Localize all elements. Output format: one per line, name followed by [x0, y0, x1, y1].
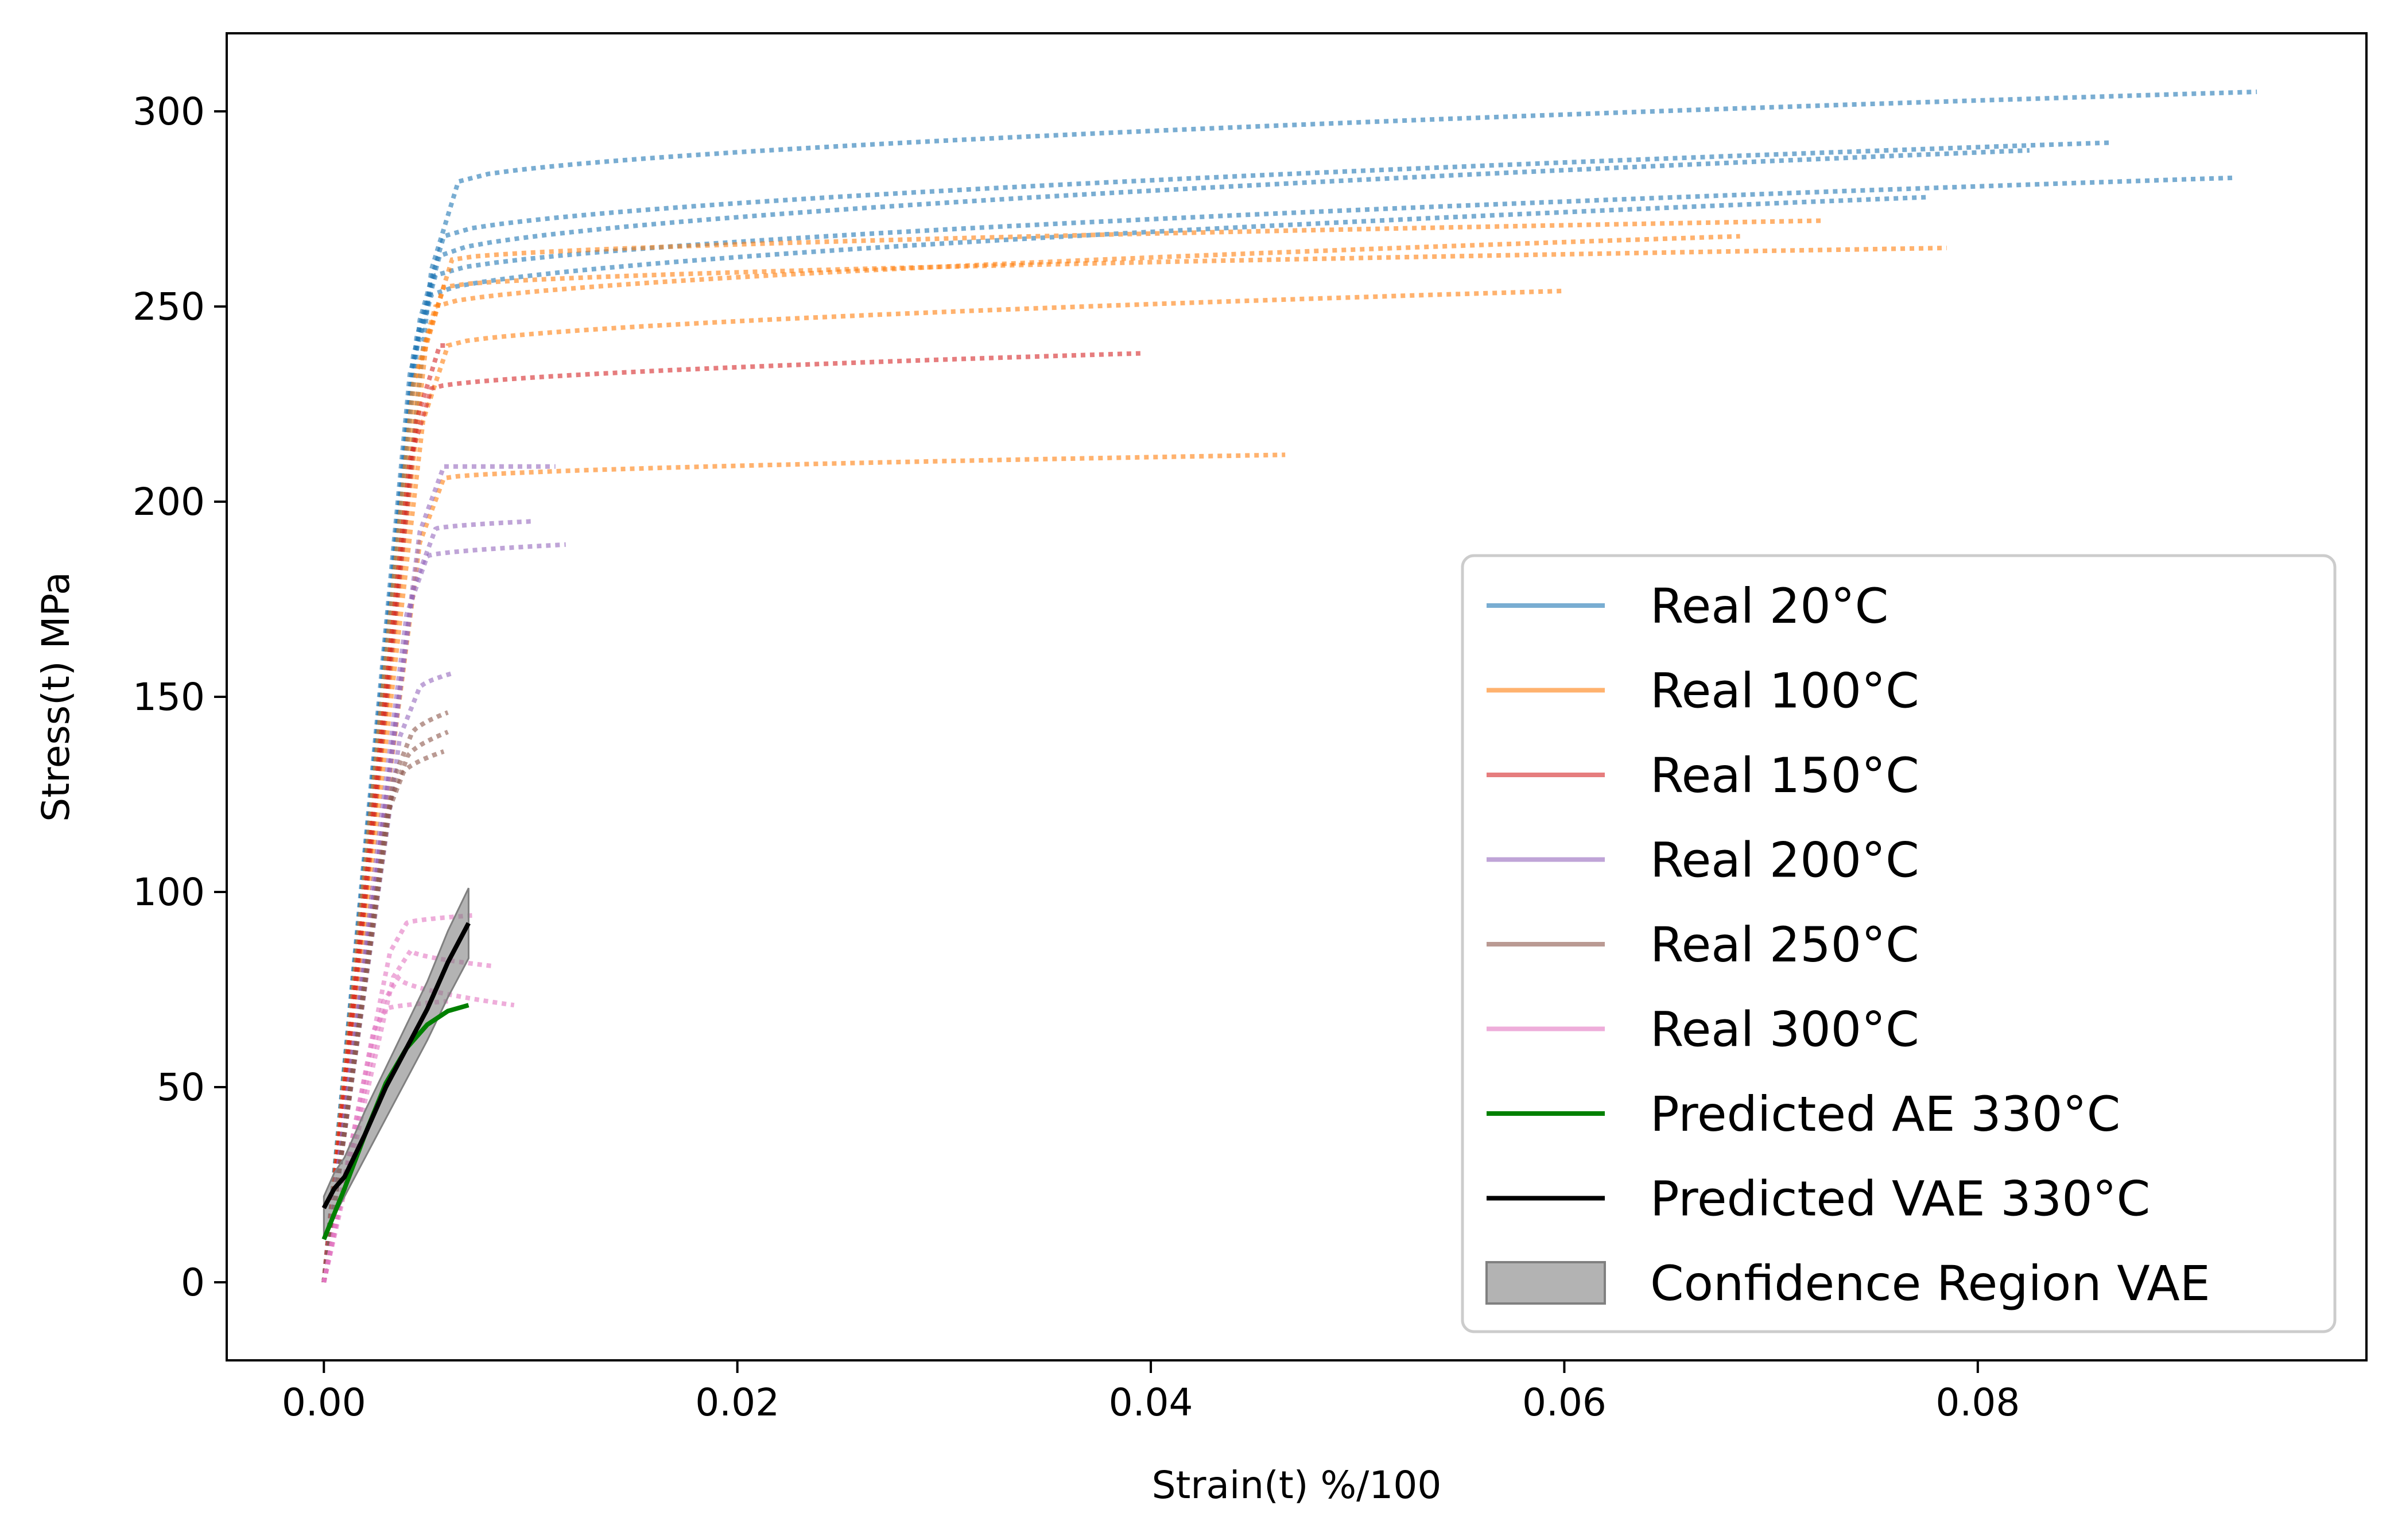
legend-swatch — [1485, 1261, 1606, 1305]
real-curve — [321, 343, 448, 1283]
x-tick-label: 0.06 — [1522, 1380, 1607, 1425]
legend-label: Confidence Region VAE — [1650, 1255, 2210, 1312]
y-tick-label: 0 — [181, 1260, 205, 1305]
legend-entry: Real 150°C — [1487, 747, 1919, 804]
legend-entry: Real 100°C — [1487, 663, 1919, 719]
real-curve — [321, 947, 494, 1283]
real-curve — [321, 246, 1947, 1283]
plot-content — [321, 90, 2257, 1283]
legend-label: Real 100°C — [1650, 663, 1919, 719]
legend-entry: Real 300°C — [1487, 1002, 1919, 1058]
y-axis-ticks: 0 50 100 150 200 250 300 — [133, 90, 227, 1305]
legend-entries: Real 20°C Real 100°C Real 150°C Real 200°C R… — [1485, 578, 2210, 1312]
series-real-group — [321, 464, 566, 1283]
legend: Real 20°C Real 100°C Real 150°C Real 200°C R… — [1461, 554, 2337, 1333]
x-axis-label: Strain(t) %/100 — [1152, 1463, 1442, 1507]
legend-box — [1461, 554, 2337, 1333]
legend-label: Predicted VAE 330°C — [1650, 1171, 2150, 1227]
real-curve — [321, 195, 1926, 1283]
legend-label: Real 250°C — [1650, 917, 1919, 973]
legend-label: Real 200°C — [1650, 832, 1919, 889]
series-real-group — [321, 343, 1141, 1283]
series-real-group — [321, 913, 515, 1283]
real-curve — [321, 710, 449, 1283]
legend-label: Real 20°C — [1650, 578, 1888, 634]
real-curve — [321, 913, 473, 1283]
real-curve — [321, 452, 1286, 1283]
series-real-group — [321, 710, 449, 1283]
legend-entry: Real 250°C — [1487, 917, 1919, 973]
x-tick-label: 0.00 — [282, 1380, 366, 1425]
plot-area — [321, 90, 2257, 1283]
real-curve — [321, 148, 2030, 1283]
y-tick-label: 50 — [157, 1065, 205, 1110]
legend-entry: Predicted VAE 330°C — [1487, 1171, 2150, 1227]
real-curve — [321, 542, 566, 1283]
legend-entry: Predicted AE 330°C — [1487, 1086, 2120, 1142]
y-tick-label: 150 — [133, 675, 205, 719]
legend-entry: Real 20°C — [1487, 578, 1888, 634]
legend-label: Real 300°C — [1650, 1002, 1919, 1058]
real-curve — [321, 749, 445, 1283]
legend-entry: Confidence Region VAE — [1485, 1255, 2210, 1312]
y-tick-label: 250 — [133, 285, 205, 329]
real-curve — [321, 140, 2113, 1283]
real-curve — [321, 999, 448, 1283]
real-curve — [321, 519, 535, 1283]
y-axis-label: Stress(t) MPa — [34, 572, 78, 821]
real-curve — [321, 288, 1565, 1283]
legend-label: Real 150°C — [1650, 747, 1919, 804]
x-tick-label: 0.02 — [695, 1380, 779, 1425]
real-curve — [321, 234, 1740, 1283]
y-tick-label: 200 — [133, 480, 205, 524]
x-tick-label: 0.04 — [1109, 1380, 1193, 1425]
legend-entry: Real 200°C — [1487, 832, 1919, 889]
predicted-vae-line — [321, 922, 471, 1209]
y-tick-label: 100 — [133, 870, 205, 914]
y-tick-label: 300 — [133, 90, 205, 134]
real-curve — [321, 973, 515, 1283]
legend-label: Predicted AE 330°C — [1650, 1086, 2120, 1142]
x-tick-label: 0.08 — [1935, 1380, 2020, 1425]
x-axis-ticks: 0.00 0.02 0.04 0.06 0.08 — [282, 1360, 2020, 1425]
